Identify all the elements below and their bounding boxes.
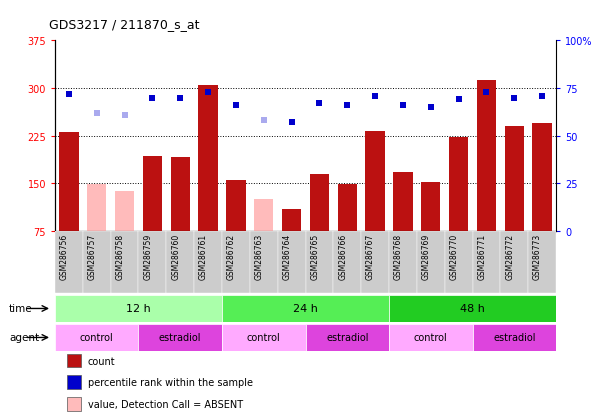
Bar bbox=[55, 324, 139, 351]
Bar bbox=[282, 209, 301, 231]
Text: 24 h: 24 h bbox=[293, 304, 318, 314]
Bar bbox=[445, 231, 472, 293]
Bar bbox=[389, 295, 556, 322]
Bar bbox=[55, 295, 222, 322]
Text: estradiol: estradiol bbox=[493, 332, 535, 343]
Text: GSM286768: GSM286768 bbox=[394, 233, 403, 279]
Bar bbox=[170, 157, 190, 231]
Bar bbox=[472, 231, 500, 293]
Text: control: control bbox=[80, 332, 114, 343]
Bar bbox=[417, 231, 445, 293]
Bar bbox=[532, 123, 552, 231]
Text: GSM286772: GSM286772 bbox=[505, 233, 514, 279]
Bar bbox=[334, 231, 361, 293]
Text: GSM286763: GSM286763 bbox=[255, 233, 264, 279]
Bar bbox=[254, 199, 274, 231]
Bar bbox=[139, 324, 222, 351]
Text: count: count bbox=[88, 356, 115, 366]
Text: GSM286770: GSM286770 bbox=[450, 233, 459, 279]
Bar bbox=[472, 324, 556, 351]
Text: value, Detection Call = ABSENT: value, Detection Call = ABSENT bbox=[88, 399, 243, 409]
Bar bbox=[365, 131, 385, 231]
Bar bbox=[361, 231, 389, 293]
Bar bbox=[111, 231, 139, 293]
Text: time: time bbox=[9, 304, 33, 314]
Bar bbox=[222, 324, 306, 351]
Bar bbox=[477, 81, 496, 231]
Text: GSM286762: GSM286762 bbox=[227, 233, 236, 279]
Text: GSM286757: GSM286757 bbox=[88, 233, 97, 279]
Bar bbox=[505, 127, 524, 231]
Bar bbox=[500, 231, 528, 293]
Bar bbox=[389, 231, 417, 293]
Bar bbox=[277, 231, 306, 293]
Bar bbox=[55, 231, 83, 293]
Text: estradiol: estradiol bbox=[159, 332, 202, 343]
Text: GSM286764: GSM286764 bbox=[282, 233, 291, 279]
Text: GSM286760: GSM286760 bbox=[171, 233, 180, 279]
Text: GSM286769: GSM286769 bbox=[422, 233, 431, 279]
Bar bbox=[87, 185, 106, 231]
Bar bbox=[166, 231, 194, 293]
Text: estradiol: estradiol bbox=[326, 332, 368, 343]
Text: GSM286766: GSM286766 bbox=[338, 233, 347, 279]
Bar bbox=[528, 231, 556, 293]
Bar bbox=[306, 324, 389, 351]
Text: agent: agent bbox=[9, 332, 39, 343]
Bar bbox=[310, 174, 329, 231]
Text: control: control bbox=[414, 332, 448, 343]
Bar bbox=[115, 191, 134, 231]
Bar bbox=[449, 138, 468, 231]
Text: GSM286761: GSM286761 bbox=[199, 233, 208, 279]
Bar bbox=[59, 133, 79, 231]
Bar bbox=[143, 157, 162, 231]
Text: GSM286759: GSM286759 bbox=[144, 233, 152, 279]
Text: GSM286771: GSM286771 bbox=[477, 233, 486, 279]
Text: GSM286773: GSM286773 bbox=[533, 233, 542, 279]
Bar bbox=[194, 231, 222, 293]
Bar bbox=[199, 85, 218, 231]
Bar bbox=[393, 173, 412, 231]
Text: GSM286756: GSM286756 bbox=[60, 233, 69, 279]
Text: GDS3217 / 211870_s_at: GDS3217 / 211870_s_at bbox=[49, 18, 199, 31]
Text: GSM286767: GSM286767 bbox=[366, 233, 375, 279]
Text: percentile rank within the sample: percentile rank within the sample bbox=[88, 377, 253, 387]
Bar bbox=[306, 231, 334, 293]
Bar bbox=[83, 231, 111, 293]
Text: 48 h: 48 h bbox=[460, 304, 485, 314]
Bar bbox=[222, 231, 250, 293]
Text: control: control bbox=[247, 332, 280, 343]
Bar bbox=[250, 231, 277, 293]
Bar bbox=[337, 185, 357, 231]
Bar bbox=[222, 295, 389, 322]
Text: 12 h: 12 h bbox=[126, 304, 151, 314]
Bar bbox=[226, 180, 246, 231]
Bar bbox=[421, 183, 441, 231]
Text: GSM286765: GSM286765 bbox=[310, 233, 320, 279]
Bar bbox=[139, 231, 166, 293]
Bar bbox=[389, 324, 472, 351]
Text: GSM286758: GSM286758 bbox=[115, 233, 125, 279]
